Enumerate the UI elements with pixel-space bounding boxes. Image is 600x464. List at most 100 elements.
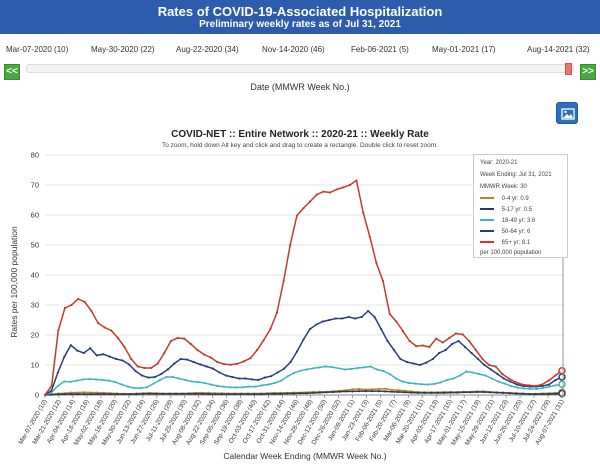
date-slider-track[interactable] [26, 63, 574, 75]
data-point[interactable] [439, 381, 442, 384]
data-point[interactable] [401, 380, 404, 383]
data-point[interactable] [143, 366, 146, 370]
data-point[interactable] [457, 339, 460, 343]
data-point[interactable] [165, 375, 168, 379]
data-point[interactable] [177, 377, 181, 380]
data-point[interactable] [253, 393, 256, 396]
data-point[interactable] [136, 365, 139, 368]
data-point[interactable] [461, 333, 464, 336]
data-point[interactable] [120, 383, 123, 386]
download-image-button[interactable] [556, 102, 578, 124]
data-point[interactable] [428, 345, 431, 349]
data-point[interactable] [401, 330, 404, 333]
data-point[interactable] [43, 393, 47, 397]
data-point[interactable] [110, 329, 113, 332]
data-point[interactable] [414, 382, 417, 385]
data-point[interactable] [140, 374, 143, 377]
current-point-marker[interactable] [558, 366, 566, 375]
data-point[interactable] [541, 393, 544, 396]
data-point[interactable] [416, 391, 420, 394]
data-point[interactable] [390, 388, 393, 391]
current-point-marker[interactable] [558, 380, 566, 388]
data-point[interactable] [514, 381, 517, 384]
data-point[interactable] [433, 382, 436, 385]
data-point[interactable] [382, 369, 385, 373]
data-point[interactable] [338, 390, 341, 393]
data-point[interactable] [436, 391, 439, 394]
data-point[interactable] [121, 359, 124, 362]
data-point[interactable] [77, 297, 80, 301]
data-point[interactable] [179, 357, 182, 361]
data-point[interactable] [425, 361, 428, 364]
data-point[interactable] [554, 392, 557, 395]
data-point[interactable] [249, 357, 252, 360]
data-point[interactable] [309, 200, 312, 203]
data-point[interactable] [334, 317, 337, 320]
data-point[interactable] [451, 342, 454, 346]
data-point[interactable] [515, 392, 518, 395]
data-point[interactable] [181, 392, 184, 395]
data-point[interactable] [399, 357, 402, 361]
data-point[interactable] [481, 357, 484, 361]
series-5-17-yr[interactable] [43, 389, 566, 398]
data-point[interactable] [82, 351, 85, 355]
data-point[interactable] [50, 393, 53, 396]
data-point[interactable] [397, 389, 400, 392]
data-point[interactable] [470, 351, 473, 355]
data-point[interactable] [114, 381, 117, 384]
data-point[interactable] [155, 392, 158, 395]
data-point[interactable] [90, 309, 93, 313]
data-point[interactable] [488, 363, 491, 367]
data-point[interactable] [509, 384, 512, 388]
data-point[interactable] [295, 214, 298, 217]
data-point[interactable] [328, 191, 332, 194]
data-point[interactable] [299, 392, 302, 395]
legend-item[interactable]: 65+ yr: 8.1 [480, 240, 530, 249]
data-point[interactable] [421, 344, 424, 347]
data-point[interactable] [256, 348, 259, 352]
data-point[interactable] [259, 393, 263, 396]
data-point[interactable] [394, 377, 398, 380]
data-point[interactable] [183, 337, 186, 340]
data-point[interactable] [189, 342, 192, 346]
data-point[interactable] [69, 380, 72, 383]
data-point[interactable] [89, 393, 92, 396]
data-point[interactable] [160, 372, 163, 376]
data-point[interactable] [241, 386, 244, 389]
data-point[interactable] [541, 387, 545, 390]
data-point[interactable] [283, 367, 286, 370]
data-point[interactable] [458, 374, 461, 377]
data-point[interactable] [289, 360, 292, 364]
data-point[interactable] [280, 379, 283, 382]
data-point[interactable] [410, 391, 413, 394]
data-point[interactable] [161, 392, 164, 395]
data-point[interactable] [342, 186, 345, 189]
data-point[interactable] [392, 348, 396, 352]
data-point[interactable] [395, 320, 398, 323]
data-point[interactable] [331, 366, 334, 369]
data-point[interactable] [507, 377, 511, 380]
data-point[interactable] [469, 391, 472, 394]
data-point[interactable] [388, 372, 391, 376]
data-point[interactable] [133, 387, 136, 390]
data-point[interactable] [375, 261, 378, 265]
data-point[interactable] [476, 357, 480, 361]
data-point[interactable] [205, 365, 208, 368]
data-point[interactable] [266, 392, 269, 395]
data-point[interactable] [488, 391, 492, 394]
data-point[interactable] [315, 323, 318, 326]
data-point[interactable] [282, 279, 285, 283]
data-point[interactable] [350, 367, 353, 370]
data-point[interactable] [83, 300, 86, 304]
legend-item[interactable]: 50-64 yr: 6 [480, 229, 530, 238]
data-point[interactable] [331, 390, 334, 394]
data-point[interactable] [70, 303, 73, 307]
data-point[interactable] [321, 320, 324, 323]
data-point[interactable] [541, 383, 544, 386]
data-point[interactable] [174, 392, 177, 395]
data-point[interactable] [368, 235, 371, 238]
data-point[interactable] [88, 378, 91, 381]
data-point[interactable] [95, 354, 98, 357]
data-point[interactable] [496, 372, 499, 376]
data-point[interactable] [229, 363, 232, 366]
